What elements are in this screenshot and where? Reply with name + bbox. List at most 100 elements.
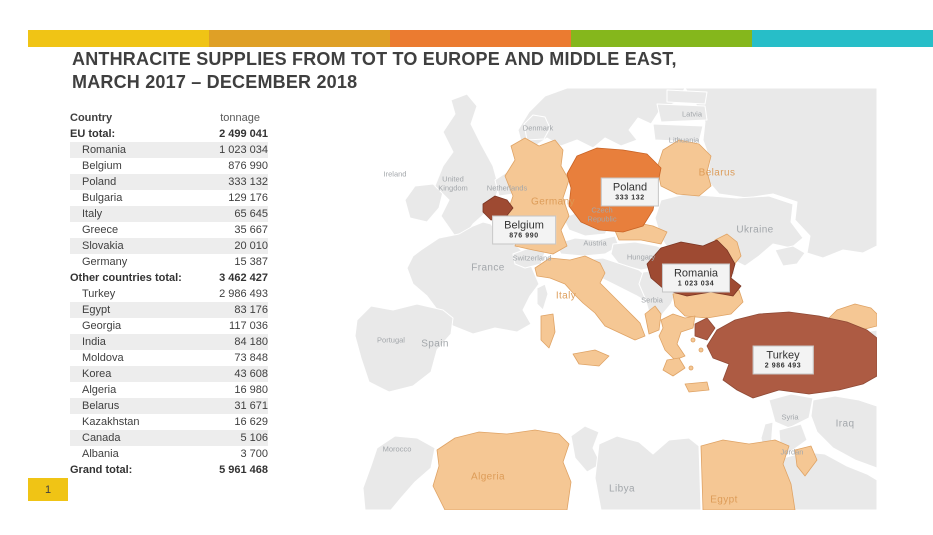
country-cell: EU total: (70, 128, 116, 140)
callout-tonnage-value: 1 023 034 (677, 280, 715, 288)
table-body: EU total: 2 499 041 Romania 1 023 034 Belgiu… (70, 126, 268, 478)
accent-bar (28, 30, 933, 47)
accent-segment-4 (571, 30, 752, 47)
tonnage-cell: 117 036 (229, 320, 268, 332)
country-cell: Georgia (82, 320, 122, 332)
callout-country-name: Belgium (504, 219, 544, 232)
table-row-slovakia: Slovakia 20 010 (70, 238, 268, 254)
country-cell: Belgium (82, 160, 122, 172)
tonnage-cell: 73 848 (234, 352, 268, 364)
country-cell: Algeria (82, 384, 117, 396)
country-cell: Germany (82, 256, 128, 268)
tonnage-cell: 43 608 (234, 368, 268, 380)
table-row-romania: Romania 1 023 034 (70, 142, 268, 158)
map-country-scandinavia (517, 88, 686, 149)
map-country-italy (534, 255, 646, 341)
country-cell: Bulgaria (82, 192, 123, 204)
table-row-korea: Korea 43 608 (70, 366, 268, 382)
callout-poland: Poland 333 132 (600, 177, 660, 207)
country-cell: Poland (82, 176, 117, 188)
callout-tonnage-value: 2 986 493 (764, 362, 802, 370)
tonnage-cell: 2 499 041 (219, 128, 268, 140)
table-row-belgium: Belgium 876 990 (70, 158, 268, 174)
country-cell: Turkey (82, 288, 116, 300)
map-country-syria (768, 393, 814, 429)
map-country-latvia (656, 103, 708, 123)
map-canvas (355, 88, 877, 510)
map-country-iraq (810, 395, 877, 469)
tonnage-cell: 129 176 (228, 192, 268, 204)
map-country-egypt (700, 439, 796, 510)
map-country-sardinia (540, 313, 556, 349)
tonnage-cell: 83 176 (234, 304, 268, 316)
map-country-sinai (794, 445, 818, 477)
country-cell: Romania (82, 144, 127, 156)
tonnage-cell: 1 023 034 (219, 144, 268, 156)
map-country-estonia (666, 89, 708, 105)
table-row-italy: Italy 65 645 (70, 206, 268, 222)
callout-belgium: Belgium 876 990 (492, 215, 556, 245)
tonnage-cell: 5 106 (240, 432, 268, 444)
country-cell: Other countries total: (70, 272, 182, 284)
table-row-egypt: Egypt 83 176 (70, 302, 268, 318)
map-country-iberia (355, 303, 454, 393)
map-country-greece (658, 313, 696, 361)
table-row-greece: Greece 35 667 (70, 222, 268, 238)
map-country-peloponnese (662, 357, 686, 377)
tonnage-cell: 65 645 (234, 208, 268, 220)
table-row-germany: Germany 15 387 (70, 254, 268, 270)
tonnage-cell: 20 010 (234, 240, 268, 252)
country-cell: Belarus (82, 400, 120, 412)
country-cell: Greece (82, 224, 119, 236)
tonnage-cell: 2 986 493 (219, 288, 268, 300)
map-country-russia (684, 88, 877, 259)
callout-tonnage-value: 333 132 (615, 194, 645, 202)
country-cell: Moldova (82, 352, 124, 364)
table-row-turkey: Turkey 2 986 493 (70, 286, 268, 302)
table-row-canada: Canada 5 106 (70, 430, 268, 446)
table-row-albania: Albania 3 700 (70, 446, 268, 462)
callout-tonnage-value: 876 990 (509, 232, 539, 240)
table-row-other-countries-total: Other countries total: 3 462 427 (70, 270, 268, 286)
map-country-crete (684, 381, 710, 393)
title-line-2: MARCH 2017 – DECEMBER 2018 (72, 72, 358, 92)
table-row-poland: Poland 333 132 (70, 174, 268, 190)
table-row-grand-total: Grand total: 5 961 468 (70, 462, 268, 478)
tonnage-cell: 3 700 (240, 448, 268, 460)
map-country-sicily (572, 349, 610, 367)
map-country-algeria (432, 429, 572, 510)
map-country-crimea (774, 245, 806, 267)
accent-segment-2 (209, 30, 390, 47)
map-country-lithuania (652, 123, 704, 143)
callout-country-name: Turkey (766, 349, 800, 362)
map-country-tunisia (570, 425, 602, 473)
tonnage-cell: 16 629 (234, 416, 268, 428)
country-cell: Albania (82, 448, 119, 460)
map-country-france (406, 221, 540, 335)
country-cell: Slovakia (82, 240, 124, 252)
tonnage-cell: 84 180 (234, 336, 268, 348)
table-row-eu-total: EU total: 2 499 041 (70, 126, 268, 142)
supply-table: Country tonnage EU total: 2 499 041 Romani… (70, 110, 268, 478)
map-country-corsica (536, 283, 549, 311)
table-row-algeria: Algeria 16 980 (70, 382, 268, 398)
table-row-bulgaria: Bulgaria 129 176 (70, 190, 268, 206)
callout-turkey: Turkey 2 986 493 (752, 345, 814, 375)
page-number-badge: 1 (28, 478, 68, 501)
tonnage-cell: 16 980 (234, 384, 268, 396)
table-row-kazakhstan: Kazakhstan 16 629 (70, 414, 268, 430)
map-country-ireland (404, 183, 444, 223)
europe-map: Ireland United Kingdom Netherlands Denmark L… (355, 88, 877, 510)
map-country-belgium (482, 195, 514, 221)
accent-segment-5 (752, 30, 933, 47)
column-header-country: Country (70, 112, 113, 124)
callout-country-name: Romania (673, 267, 719, 280)
country-cell: Egypt (82, 304, 111, 316)
accent-segment-1 (28, 30, 209, 47)
tonnage-cell: 333 132 (228, 176, 268, 188)
map-country-morocco (362, 435, 436, 510)
table-row-georgia: Georgia 117 036 (70, 318, 268, 334)
country-cell: Italy (82, 208, 103, 220)
tonnage-cell: 3 462 427 (219, 272, 268, 284)
